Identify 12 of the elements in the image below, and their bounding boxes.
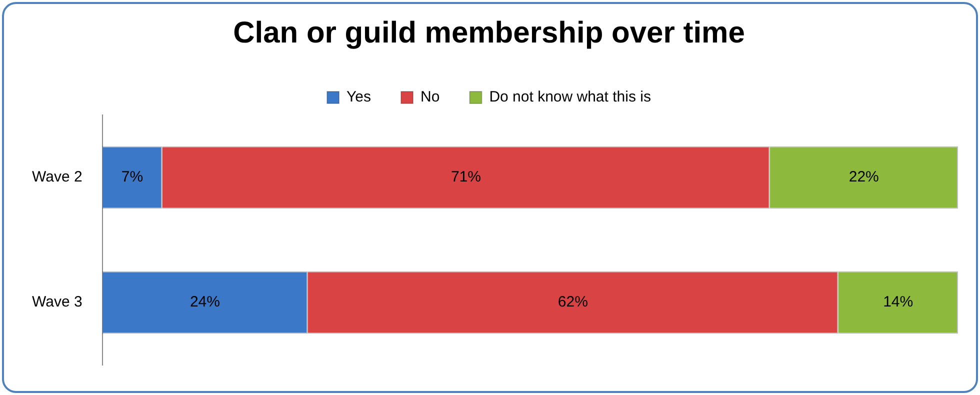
legend-label: Do not know what this is	[489, 88, 651, 106]
chart-title: Clan or guild membership over time	[233, 16, 745, 50]
data-label: 22%	[848, 168, 879, 186]
y-tick-label: Wave 3	[32, 294, 82, 311]
data-label: 62%	[558, 294, 588, 311]
legend-label: Yes	[346, 88, 372, 106]
y-tick-label: Wave 2	[32, 168, 82, 186]
data-label: 24%	[190, 294, 220, 311]
data-label: 14%	[883, 294, 914, 311]
legend-label: No	[420, 88, 440, 106]
data-label: 71%	[450, 168, 481, 186]
data-label: 7%	[121, 168, 144, 186]
